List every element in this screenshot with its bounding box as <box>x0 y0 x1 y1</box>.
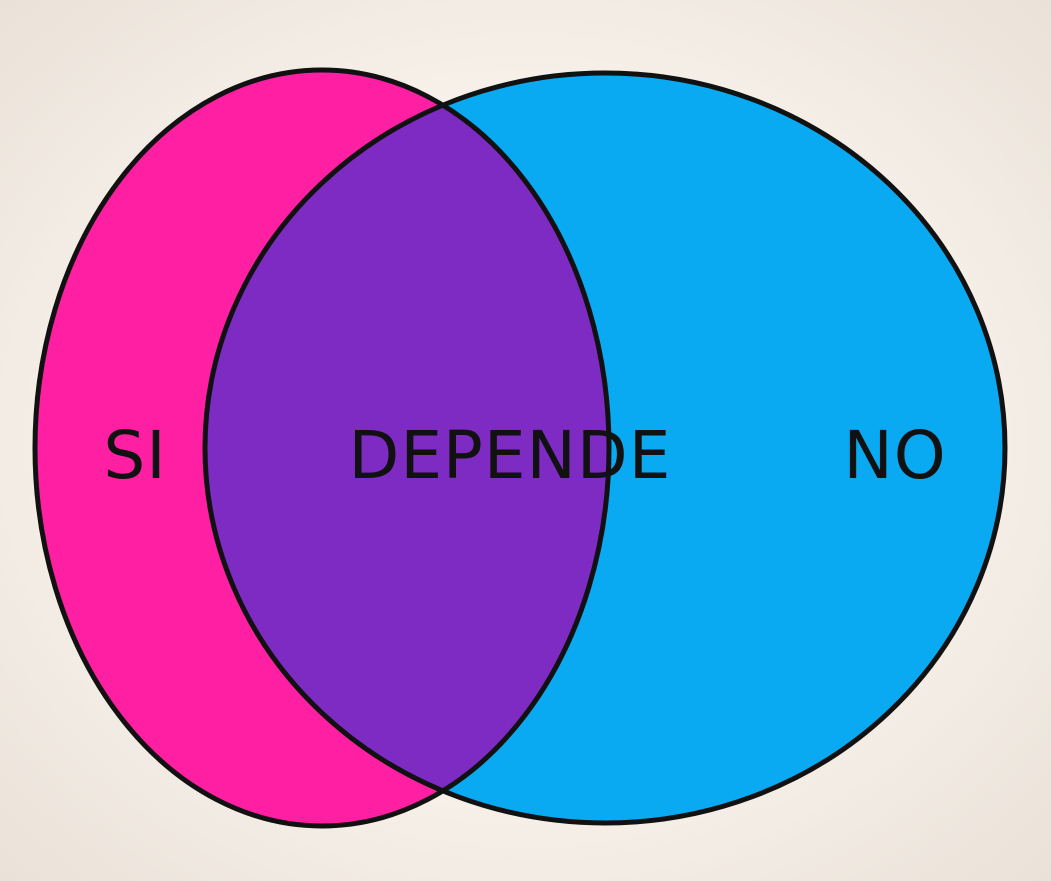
label-si: SI <box>103 417 166 494</box>
venn-intersection <box>205 73 609 823</box>
venn-outline-no <box>202 70 1008 826</box>
venn-outline-si <box>32 67 612 829</box>
label-no: NO <box>843 417 946 494</box>
label-depende: DEPENDE <box>349 417 672 494</box>
